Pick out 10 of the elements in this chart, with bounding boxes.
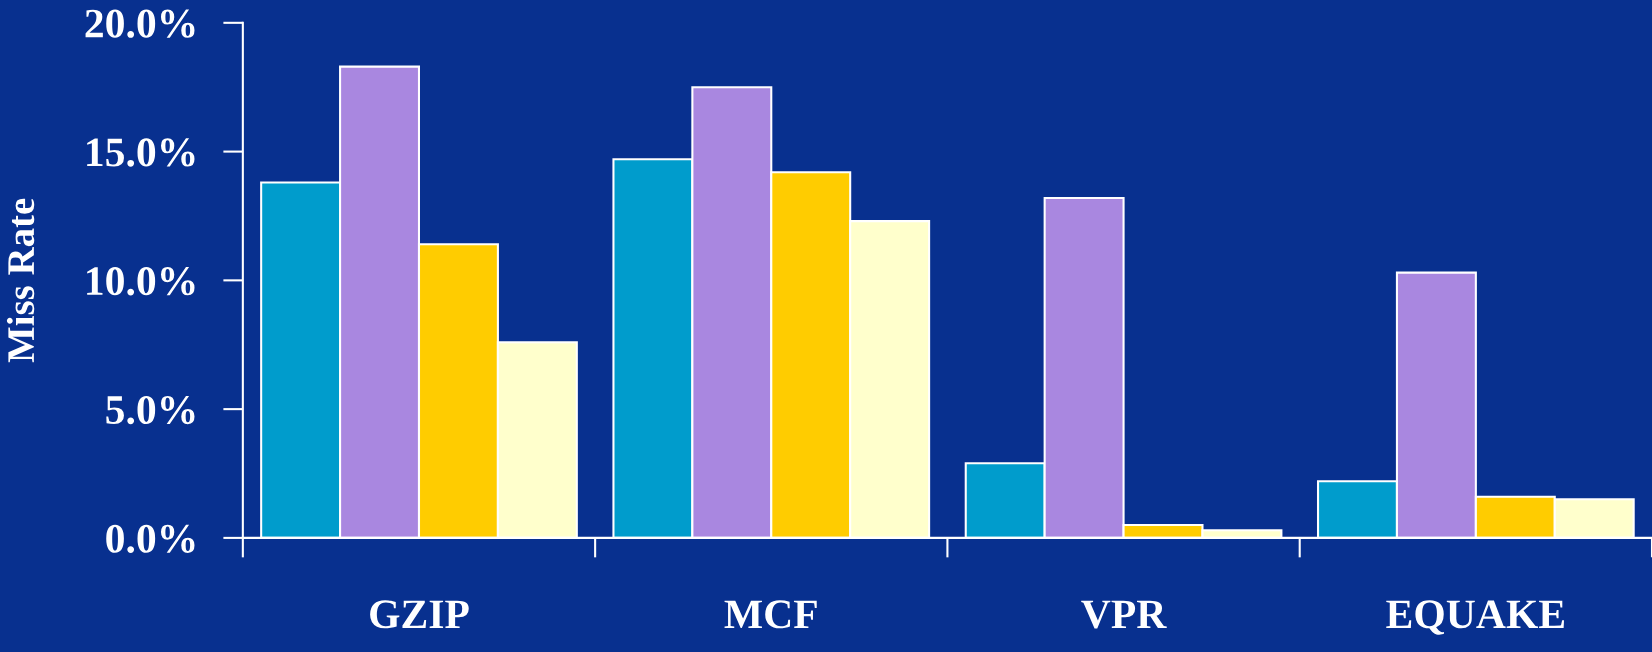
y-tick-label: 10.0% [87,267,195,296]
x-tick-label: VPR [1081,600,1167,629]
y-tick-label: 20.0% [85,9,195,38]
x-tick-label: EQUAKE [1386,600,1565,635]
y-axis-title: Miss Rate [6,198,35,363]
y-tick-label: 0.0% [106,524,195,553]
y-tick-label: 15.0% [87,138,195,167]
x-tick-label: MCF [724,600,817,629]
x-tick-label: GZIP [370,600,469,629]
y-tick-label: 5.0% [106,395,195,425]
